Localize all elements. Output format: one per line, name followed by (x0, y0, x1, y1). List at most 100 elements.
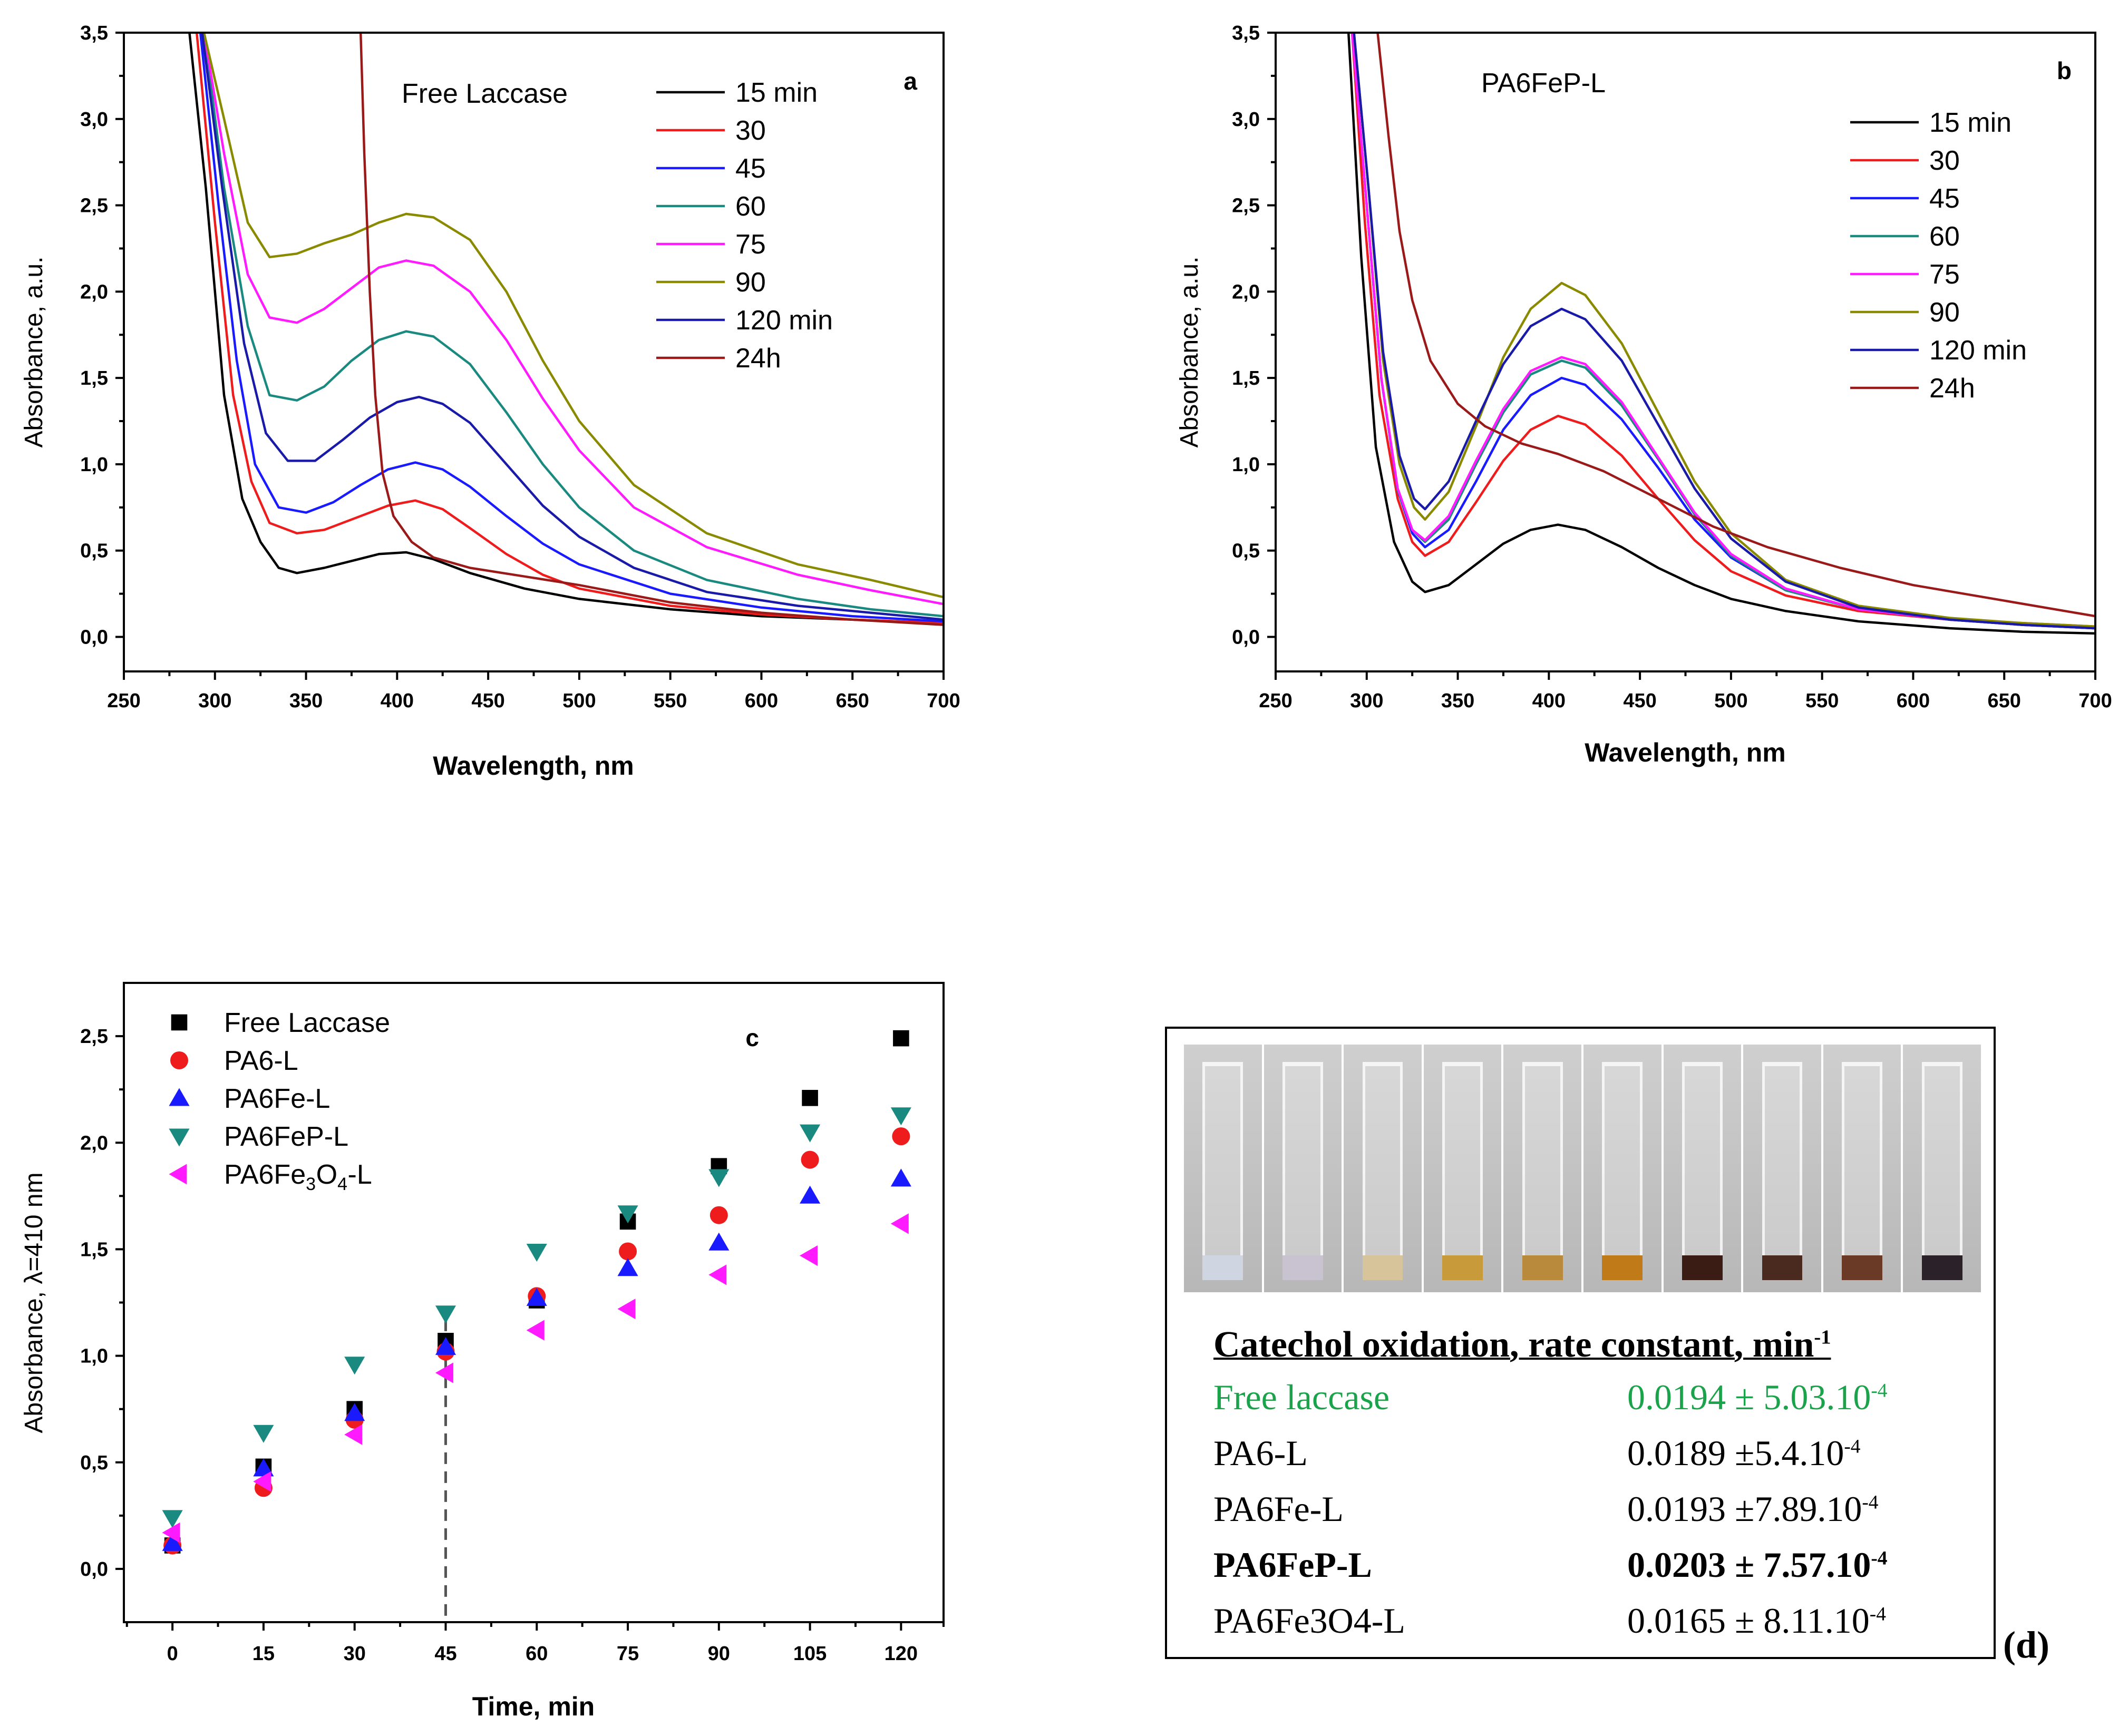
cuvette-liquid (1362, 1255, 1403, 1280)
table-row-name: PA6Fe3O4-L (1213, 1601, 1405, 1641)
panel-b-x-tick-label: 350 (1441, 690, 1474, 712)
panel-c-point-2 (162, 1533, 183, 1551)
panel-b-legend-label: 24h (1929, 373, 1975, 404)
panel-b-y-tick-label: 1,5 (1232, 367, 1260, 389)
panel-c-legend-label: PA6Fe-L (224, 1084, 330, 1114)
panel-a-legend-label: 15 min (735, 77, 818, 108)
panel-c-point-3 (708, 1169, 730, 1187)
panel-c-legend-marker (171, 1014, 188, 1031)
panel-a-series-line-4 (202, 33, 944, 606)
panel-b-series-line-0 (1347, 33, 2095, 635)
table-row-value: 0.0193 ±7.89.10-4 (1627, 1489, 1879, 1529)
panel-b-legend-label: 90 (1929, 297, 1960, 328)
panel-c-point-4 (526, 1320, 545, 1341)
panel-c-x-tick-label: 75 (617, 1643, 639, 1665)
panel-b-x-tick-label: 550 (1805, 690, 1839, 712)
panel-c-y-tick-label: 1,0 (80, 1345, 108, 1368)
panel-a-x-tick-label: 350 (289, 690, 323, 712)
panel-b-label: b (2057, 57, 2072, 84)
panel-c-point-0 (802, 1090, 818, 1106)
table-row-value: 0.0194 ± 5.03.10-4 (1627, 1377, 1888, 1417)
panel-c-point-2 (344, 1403, 365, 1421)
panel-b-series-line-5 (1353, 33, 2095, 628)
panel-b-y-tick-label: 2,0 (1232, 281, 1260, 303)
panel-a-x-tick-label: 250 (107, 690, 140, 712)
cuvette-photo (1184, 1045, 1262, 1292)
panel-a-series-line-2 (199, 33, 944, 623)
panel-c-y-tick-label: 0,0 (80, 1558, 108, 1581)
panel-b-y-label: Absorbance, a.u. (1175, 257, 1203, 448)
table-row-name: PA6FeP-L (1213, 1545, 1372, 1585)
panel-b-chart: 250 300 350 400 450 500 550 600 650 700 0,0 0,5 1,0… (1175, 22, 2112, 767)
panel-c-point-2 (435, 1337, 456, 1355)
panel-b-x-tick-label: 600 (1897, 690, 1930, 712)
panel-a-legend-label: 120 min (735, 305, 833, 336)
panel-a-x-tick-label: 700 (927, 690, 960, 712)
panel-c-point-4 (890, 1213, 909, 1234)
panel-b-legend-label: 45 (1929, 183, 1960, 214)
panel-c-point-1 (710, 1206, 728, 1224)
panel-c-legend-label: PA6FeP-L (224, 1121, 348, 1152)
panel-b-y-tick-label: 3,5 (1232, 22, 1260, 44)
panel-b-legend-label: 75 (1929, 259, 1960, 290)
panel-c-x-tick-label: 30 (344, 1643, 366, 1665)
panel-a-x-tick-label: 450 (471, 690, 504, 712)
cuvette-photo (1903, 1045, 1981, 1292)
panel-a-legend-label: 75 (735, 229, 766, 260)
cuvette-liquid (1522, 1255, 1563, 1280)
cuvette-liquid (1282, 1255, 1323, 1280)
panel-c-point-3 (344, 1357, 365, 1375)
panel-c-point-4 (344, 1424, 363, 1445)
cuvette-photo (1503, 1045, 1581, 1292)
panel-b-series-line-6 (1353, 33, 2095, 630)
panel-a-series-line-3 (202, 33, 944, 618)
panel-c-point-3 (617, 1205, 638, 1224)
panel-b-x-tick-label: 400 (1532, 690, 1566, 712)
panel-c-y-label: Absorbance, λ=410 nm (20, 1173, 48, 1433)
cuvette-glass (1522, 1061, 1563, 1280)
panel-b-series-line-1 (1350, 33, 2095, 628)
panel-b-y-tick-label: 2,5 (1232, 195, 1260, 217)
panel-b-series-line-4 (1350, 33, 2095, 630)
panel-a-x-tick-label: 600 (745, 690, 778, 712)
panel-b-legend-label: 120 min (1929, 335, 2027, 366)
table-row: Free laccase 0.0194 ± 5.03.10-4 (1213, 1377, 1972, 1429)
cuvette-glass (1442, 1061, 1483, 1280)
panel-c-point-4 (617, 1299, 636, 1320)
panel-b-y-tick-label: 0,0 (1232, 626, 1260, 648)
panel-c-legend-label: Free Laccase (224, 1008, 390, 1038)
table-row-name: Free laccase (1213, 1377, 1390, 1417)
panel-c-y-tick-label: 1,5 (80, 1238, 108, 1261)
panel-a-x-label: Wavelength, nm (433, 751, 634, 781)
panel-b-legend-label: 15 min (1929, 108, 2012, 138)
panel-c-x-label: Time, min (472, 1692, 595, 1721)
panel-a-y-tick-label: 2,0 (80, 281, 108, 303)
panel-c-y-tick-label: 2,5 (80, 1026, 108, 1048)
panel-c-point-2 (708, 1232, 730, 1251)
table-row: PA6Fe3O4-L 0.0165 ± 8.11.10-4 (1213, 1600, 1972, 1653)
panel-c-point-1 (801, 1150, 819, 1169)
panel-c-point-2 (890, 1168, 911, 1187)
panel-b-x-tick-label: 500 (1714, 690, 1747, 712)
panel-c-x-tick-label: 0 (167, 1643, 178, 1665)
panel-a-legend-label: 30 (735, 115, 766, 146)
panel-a-y-tick-label: 1,0 (80, 454, 108, 476)
table-row-name: PA6Fe-L (1213, 1489, 1344, 1529)
panel-b-x-tick-label: 700 (2078, 690, 2112, 712)
panel-b-title: PA6FeP-L (1481, 68, 1606, 99)
panel-b-x-tick-label: 300 (1350, 690, 1383, 712)
cuvette-liquid (1442, 1255, 1483, 1280)
table-row: PA6-L 0.0189 ±5.4.10-4 (1213, 1432, 1972, 1485)
panel-a-y-tick-label: 3,0 (80, 109, 108, 131)
panel-c-point-3 (435, 1305, 456, 1324)
panel-a-series-line-1 (195, 33, 944, 625)
cuvette-photo (1264, 1045, 1342, 1292)
panel-a-legend-label: 90 (735, 267, 766, 298)
panel-a-label: a (903, 67, 917, 95)
panel-c-point-3 (526, 1244, 547, 1262)
table-row-value: 0.0189 ±5.4.10-4 (1627, 1433, 1861, 1473)
panel-c-y-tick-label: 2,0 (80, 1132, 108, 1154)
panel-a-x-tick-label: 650 (836, 690, 869, 712)
panel-a-x-tick-label: 400 (381, 690, 414, 712)
